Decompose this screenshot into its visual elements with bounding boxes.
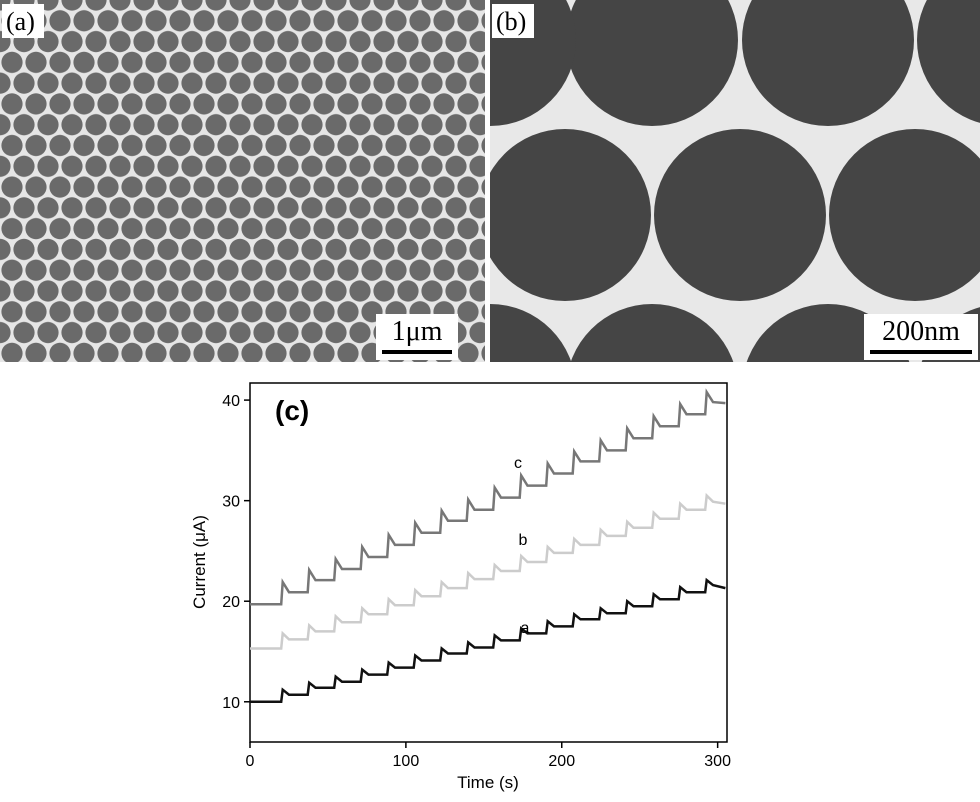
data-line (250, 492, 726, 650)
data-line (250, 388, 726, 606)
sem-image-a (0, 0, 485, 362)
x-tick-label: 0 (246, 753, 255, 770)
y-tick-label: 20 (222, 594, 240, 611)
y-tick-label: 10 (222, 695, 240, 712)
panel-label: (b) (496, 7, 526, 36)
series-label: b (519, 532, 528, 549)
plot-frame (249, 382, 728, 743)
chart-title: (c) (275, 395, 309, 426)
label-box (492, 4, 534, 38)
label-box (2, 4, 44, 38)
series-label: c (514, 455, 522, 472)
x-tick-label: 300 (704, 753, 731, 770)
y-tick-label: 40 (222, 393, 240, 410)
x-axis-label: Time (s) (457, 773, 519, 792)
data-line (250, 577, 726, 704)
x-tick-label: 100 (393, 753, 420, 770)
y-axis-label: Current (μA) (190, 515, 209, 609)
scale-bar-label: 200nm (882, 316, 960, 347)
panel-label: (a) (6, 7, 35, 36)
x-tick-label: 200 (548, 753, 575, 770)
series-label: a (521, 620, 530, 637)
y-tick-label: 30 (222, 494, 240, 511)
sem-image-b (490, 0, 980, 362)
scale-bar-label: 1μm (392, 316, 443, 347)
